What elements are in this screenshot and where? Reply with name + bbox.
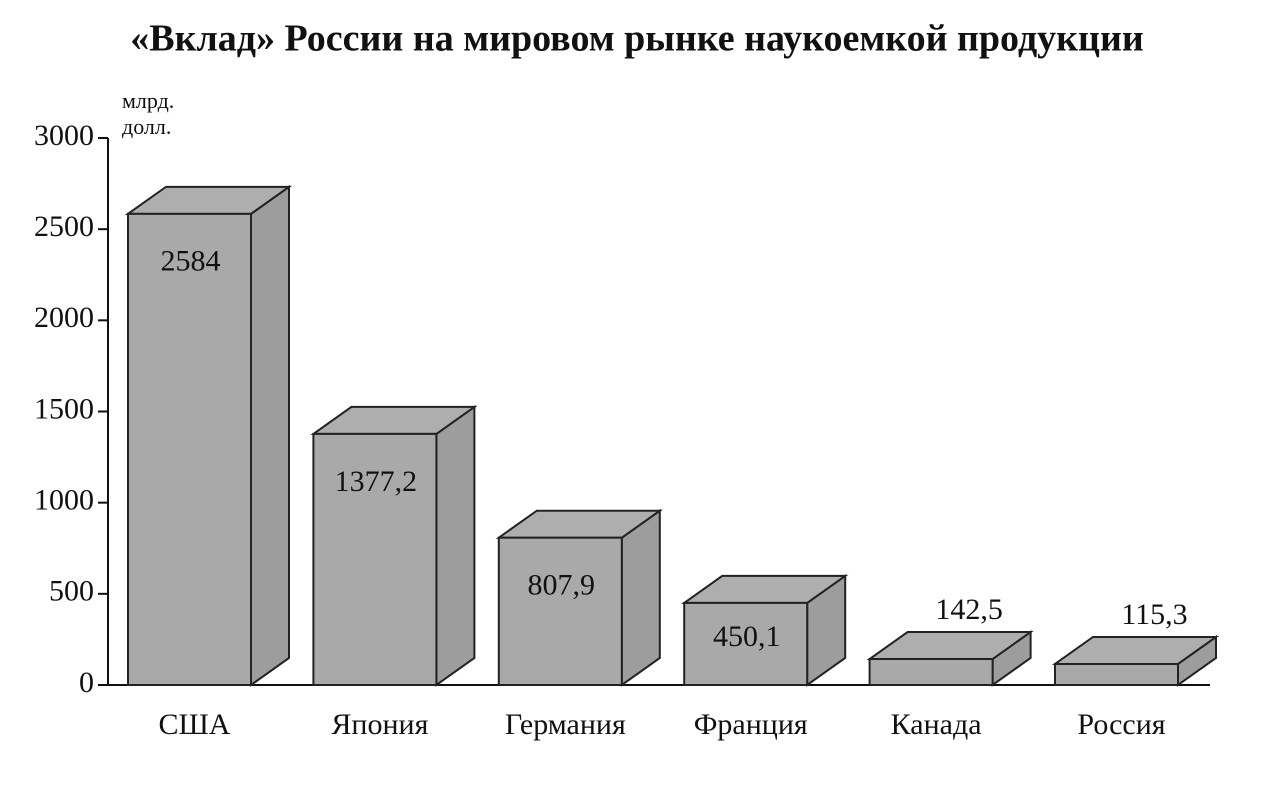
bar-side: [435, 404, 476, 687]
value-label: 450,1: [713, 620, 781, 653]
bar: [312, 432, 438, 686]
y-tick-label: 1000: [34, 484, 94, 517]
bar: [127, 212, 252, 686]
y-axis-label: млрд. долл.: [122, 88, 175, 139]
x-tick-label: Германия: [505, 708, 626, 741]
x-tick-label: Франция: [694, 708, 808, 741]
y-tick-label: 1500: [34, 392, 94, 425]
y-tick-label: 3000: [34, 119, 94, 152]
x-tick-label: Япония: [331, 708, 428, 741]
x-tick-label: Россия: [1077, 708, 1165, 741]
value-label: 142,5: [935, 593, 1003, 626]
x-tick-label: Канада: [891, 708, 982, 741]
y-tick-label: 2500: [34, 210, 94, 243]
y-tick-label: 2000: [34, 301, 94, 334]
bar: [683, 601, 809, 686]
bar-side: [250, 184, 290, 687]
chart-title: «Вклад» России на мировом рынке наукоемк…: [130, 18, 1144, 60]
bar: [497, 536, 623, 686]
value-label: 2584: [161, 245, 221, 278]
value-label: 807,9: [528, 569, 596, 602]
bar: [1054, 662, 1179, 687]
y-tick-label: 0: [79, 666, 94, 699]
y-tick-label: 500: [49, 575, 94, 608]
bar: [868, 658, 994, 687]
x-tick-label: США: [159, 708, 231, 741]
value-label: 115,3: [1121, 598, 1187, 631]
value-label: 1377,2: [335, 465, 418, 498]
bar-side: [620, 508, 661, 687]
